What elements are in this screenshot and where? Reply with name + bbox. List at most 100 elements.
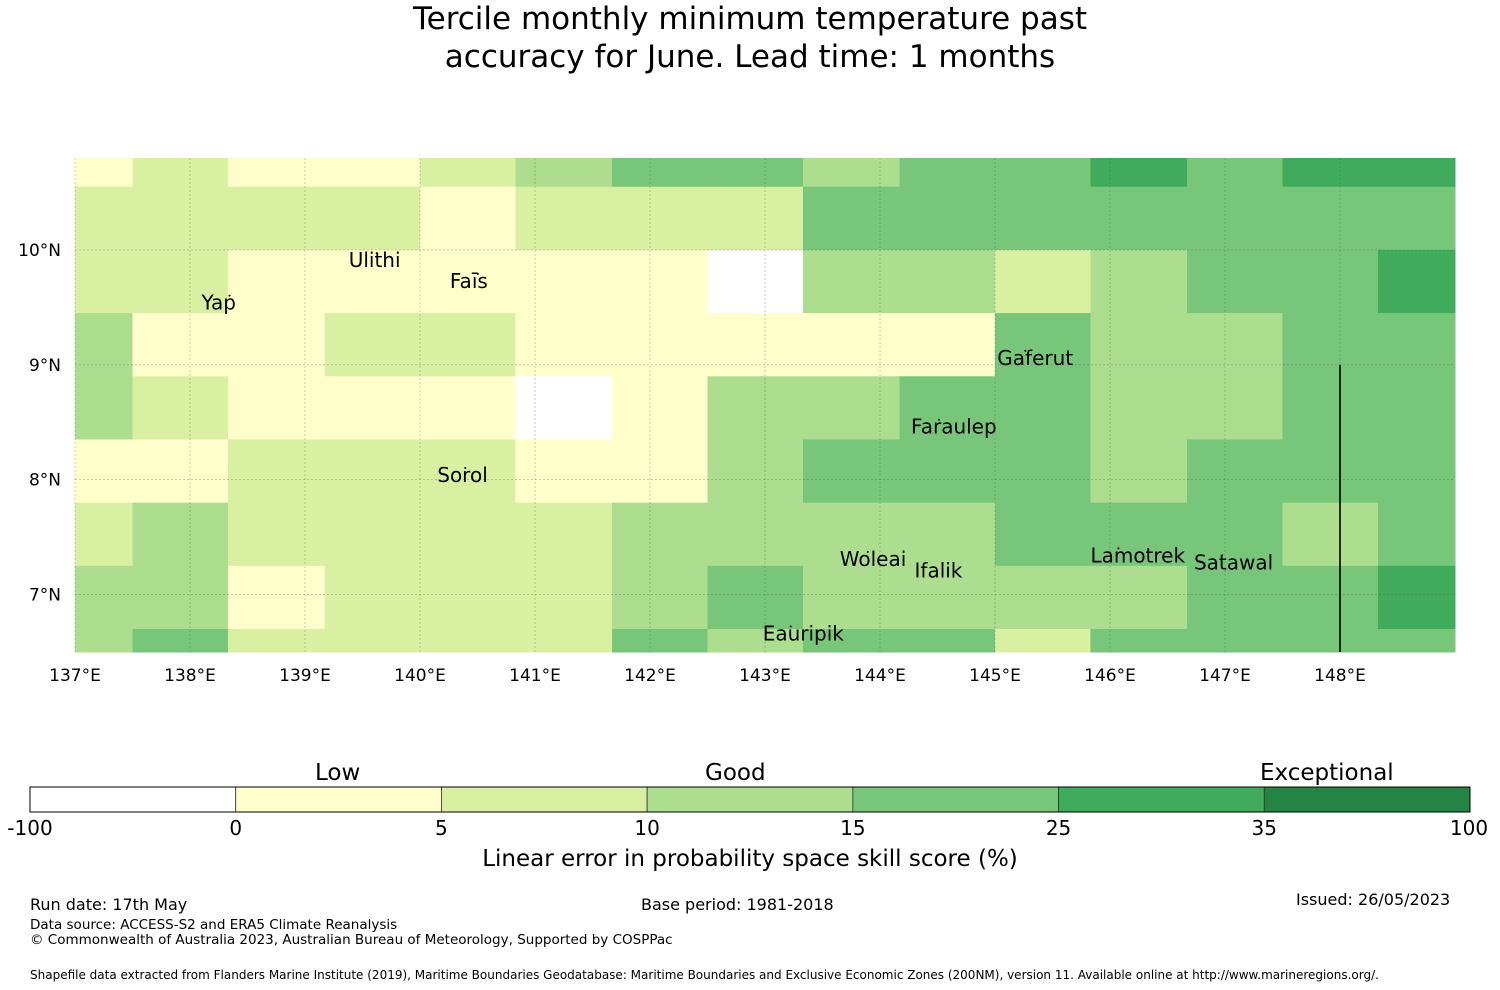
grid-cell xyxy=(899,439,996,504)
grid-cell xyxy=(899,502,996,567)
grid-cell xyxy=(515,313,613,377)
grid-cell xyxy=(612,565,708,630)
grid-cell xyxy=(1377,502,1456,567)
grid-cell xyxy=(1187,186,1283,251)
grid-cell xyxy=(802,439,901,504)
grid-cell xyxy=(75,502,133,567)
grid-cell xyxy=(1090,313,1188,377)
place-label: Woleai xyxy=(840,547,907,571)
grid-cell xyxy=(612,158,708,188)
place-label: Yap xyxy=(201,291,236,315)
grid-cell xyxy=(227,502,326,567)
grid-cell xyxy=(132,502,229,567)
grid-cell xyxy=(324,502,421,567)
skill-grid xyxy=(75,158,1456,653)
grid-cell xyxy=(75,313,133,377)
grid-cell xyxy=(707,629,804,653)
place-label: Sorol xyxy=(437,463,488,487)
issued-date: Issued: 26/05/2023 xyxy=(1296,890,1451,909)
grid-cell xyxy=(132,439,229,504)
grid-cell xyxy=(227,565,326,630)
grid-cell xyxy=(324,565,421,630)
grid-cell xyxy=(420,186,516,251)
grid-cell xyxy=(1282,502,1379,567)
colorbar-segment xyxy=(852,786,1059,813)
grid-cell xyxy=(1377,376,1456,440)
grid-cell xyxy=(1090,158,1188,188)
grid-cell xyxy=(420,249,516,314)
lon-tick-label: 138°E xyxy=(164,666,216,686)
lon-tick-label: 148°E xyxy=(1314,666,1366,686)
grid-cell xyxy=(995,313,1091,377)
grid-cell xyxy=(132,565,229,630)
colorbar-tick: 5 xyxy=(435,816,448,840)
grid-cell xyxy=(899,629,996,653)
grid-cell xyxy=(995,439,1091,504)
lon-tick-label: 146°E xyxy=(1084,666,1136,686)
grid-cell xyxy=(899,158,996,188)
grid-cell xyxy=(324,249,421,314)
grid-cell xyxy=(75,629,133,653)
grid-cell xyxy=(1377,629,1456,653)
grid-cell xyxy=(1090,629,1188,653)
grid-cell xyxy=(1282,629,1379,653)
colorbar-tick: 35 xyxy=(1251,816,1278,840)
grid-cell xyxy=(1187,629,1283,653)
grid-cell xyxy=(132,249,229,314)
grid-cell xyxy=(802,158,901,188)
grid-cell xyxy=(1282,565,1379,630)
island-marker xyxy=(228,294,231,297)
island-marker xyxy=(938,418,941,421)
category-low-label: Low xyxy=(315,760,361,786)
grid-cell xyxy=(1187,313,1283,377)
category-exceptional-label: Exceptional xyxy=(1260,760,1394,786)
grid-cell xyxy=(802,376,901,440)
island-marker xyxy=(476,272,479,275)
grid-cell xyxy=(1282,376,1379,440)
colorbar-tick: 15 xyxy=(840,816,866,840)
grid-cell xyxy=(75,439,133,504)
colorbar-frame xyxy=(29,786,1471,813)
grid-cell xyxy=(995,502,1091,567)
lon-tick-label: 137°E xyxy=(49,666,101,686)
grid-cell xyxy=(1187,439,1283,504)
grid-cell xyxy=(612,376,708,440)
grid-cell xyxy=(995,565,1091,630)
grid-cell xyxy=(132,158,229,188)
place-label: Faīs xyxy=(450,269,488,293)
shapefile-credit: Shapefile data extracted from Flanders M… xyxy=(30,968,1379,982)
grid-cell xyxy=(1187,376,1283,440)
colorbar-segment xyxy=(441,786,648,813)
grid-cell xyxy=(227,439,326,504)
grid-cell xyxy=(420,565,516,630)
colorbar-segment xyxy=(646,786,854,813)
grid-cell xyxy=(132,629,229,653)
grid-cell xyxy=(707,313,804,377)
island-marker xyxy=(1117,547,1120,550)
grid-cell xyxy=(802,249,901,314)
lon-tick-label: 141°E xyxy=(509,666,561,686)
grid-cell xyxy=(899,313,996,377)
grid-cell xyxy=(515,565,613,630)
lat-tick-label: 10°N xyxy=(18,241,61,261)
grid-cell xyxy=(802,565,901,630)
island-marker xyxy=(375,252,378,255)
grid-cell xyxy=(324,376,421,440)
grid-cell xyxy=(1282,313,1379,377)
grid-cell xyxy=(707,439,804,504)
grid-cell xyxy=(1090,439,1188,504)
grid-cell xyxy=(324,439,421,504)
island-marker xyxy=(789,625,792,628)
gridlines xyxy=(74,158,1455,652)
grid-cell xyxy=(707,565,804,630)
title-line-2: accuracy for June. Lead time: 1 months xyxy=(444,39,1056,75)
title-line-1: Tercile monthly minimum temperature past xyxy=(412,1,1088,37)
grid-cell xyxy=(1187,565,1283,630)
grid-cell xyxy=(995,629,1091,653)
lon-tick-label: 140°E xyxy=(394,666,446,686)
grid-cell xyxy=(612,629,708,653)
grid-cell xyxy=(324,313,421,377)
grid-cell xyxy=(1377,158,1456,188)
grid-cell xyxy=(515,502,613,567)
grid-cell xyxy=(1090,186,1188,251)
